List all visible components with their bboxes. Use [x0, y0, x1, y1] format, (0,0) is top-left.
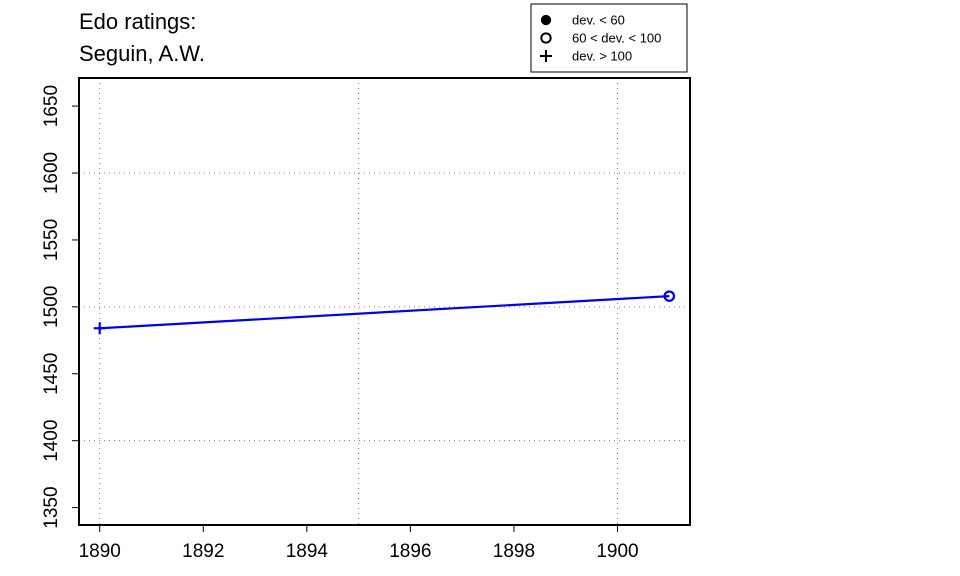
y-tick-label: 1650 [41, 85, 62, 127]
grid-lines [79, 78, 690, 525]
y-tick-label: 1500 [41, 286, 62, 328]
x-tick-label: 1900 [596, 541, 638, 562]
x-tick-label: 1890 [79, 541, 121, 562]
legend-box [530, 3, 688, 73]
x-tick-label: 1898 [493, 541, 535, 562]
y-axis: 1350 1400 1450 1500 1550 1600 1650 [41, 85, 79, 529]
data-point [663, 290, 676, 302]
legend-marker [540, 14, 552, 26]
legend-label: dev. < 60 [572, 13, 625, 28]
series-layer [93, 290, 676, 335]
y-tick-label: 1600 [41, 152, 62, 194]
legend: dev. < 60 60 < dev. < 100 dev. > 100 [530, 3, 688, 73]
y-tick-label: 1400 [41, 420, 62, 462]
legend-marker [540, 32, 552, 44]
y-tick-label: 1550 [41, 219, 62, 261]
chart-title-line-1: Edo ratings: [79, 9, 196, 34]
y-tick-label: 1350 [41, 486, 62, 528]
data-point [93, 322, 106, 335]
x-axis: 1890 1892 1894 1896 1898 1900 [79, 525, 639, 562]
series-line [99, 295, 670, 330]
legend-label: dev. > 100 [572, 49, 632, 64]
plot-frame [78, 77, 691, 526]
x-tick-label: 1896 [389, 541, 431, 562]
y-tick-label: 1450 [41, 353, 62, 395]
legend-marker [540, 50, 552, 62]
x-tick-label: 1894 [286, 541, 329, 562]
x-tick-label: 1892 [182, 541, 224, 562]
chart-title-line-2: Seguin, A.W. [79, 41, 205, 66]
legend-label: 60 < dev. < 100 [572, 31, 661, 46]
